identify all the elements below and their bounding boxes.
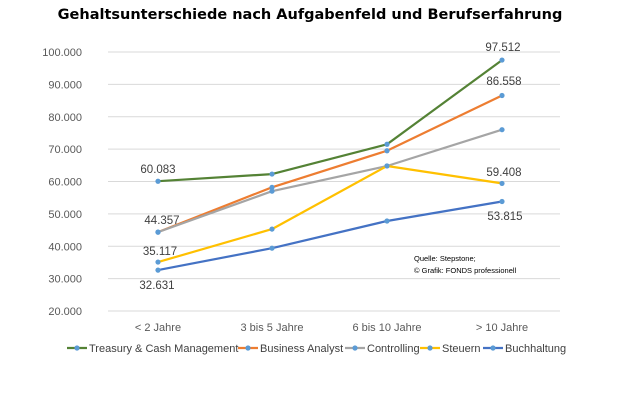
series-buchhaltung: [155, 198, 505, 273]
data-point: [155, 267, 161, 273]
data-point: [384, 163, 390, 169]
data-point: [384, 141, 390, 147]
x-tick-label: 6 bis 10 Jahre: [352, 322, 421, 334]
data-point: [269, 171, 275, 177]
legend-marker: [74, 345, 80, 351]
y-tick-label: 70.000: [48, 144, 82, 156]
data-point: [155, 178, 161, 184]
data-label: 32.631: [139, 280, 174, 292]
series-line: [157, 94, 503, 234]
grid-lines: [108, 51, 560, 312]
legend-item: Business Analyst: [238, 343, 343, 355]
series-line: [157, 164, 503, 264]
legend-item: Treasury & Cash Management: [67, 343, 238, 355]
y-tick-label: 60.000: [48, 177, 82, 189]
x-axis-ticks: < 2 Jahre 3 bis 5 Jahre 6 bis 10 Jahre > 10…: [135, 322, 528, 334]
data-label: 60.083: [140, 164, 175, 176]
x-tick-label: < 2 Jahre: [135, 322, 181, 334]
data-point: [499, 180, 505, 187]
legend-item: Steuern: [420, 343, 481, 355]
legend-item: Buchhaltung: [483, 343, 566, 355]
data-point: [384, 148, 390, 154]
y-tick-label: 90.000: [48, 79, 82, 91]
legend-marker: [427, 345, 433, 351]
data-point: [155, 259, 161, 265]
data-label: 53.815: [487, 211, 522, 223]
data-point: [499, 198, 505, 205]
series-controlling: [155, 127, 505, 235]
y-tick-label: 20.000: [48, 306, 82, 318]
y-tick-label: 80.000: [48, 112, 82, 124]
source-line-2: © Grafik: FONDS professionell: [414, 266, 517, 275]
y-tick-label: 100.000: [42, 47, 82, 59]
legend-item: Controlling: [345, 343, 420, 355]
legend-label: Buchhaltung: [505, 343, 566, 355]
data-point: [269, 245, 275, 251]
y-tick-label: 30.000: [48, 274, 82, 286]
series-treasury-cash-management: [155, 57, 505, 184]
series-lines: [155, 57, 505, 273]
series-line: [157, 59, 503, 183]
legend-label: Business Analyst: [260, 343, 343, 355]
x-tick-label: > 10 Jahre: [476, 322, 528, 334]
data-point: [499, 127, 505, 133]
data-point: [269, 184, 275, 190]
data-point: [384, 218, 390, 224]
data-label: 35.117: [143, 246, 177, 258]
data-point: [155, 229, 161, 235]
data-point: [499, 92, 505, 99]
data-point: [499, 57, 505, 63]
x-tick-label: 3 bis 5 Jahre: [241, 322, 304, 334]
legend-label: Steuern: [442, 343, 481, 355]
series-steuern: [155, 163, 505, 265]
y-axis-ticks: 20.000 30.000 40.000 50.000 60.000 70.000 80.0…: [42, 47, 82, 318]
y-tick-label: 40.000: [48, 241, 82, 253]
series-line: [157, 200, 503, 272]
data-point: [269, 226, 275, 232]
data-point: [269, 188, 275, 194]
data-label: 59.408: [486, 167, 521, 179]
data-label: 44.357: [144, 215, 179, 227]
data-label: 97.512: [485, 42, 520, 54]
legend: Treasury & Cash Management Business Analy…: [67, 343, 566, 355]
legend-label: Treasury & Cash Management: [89, 343, 238, 355]
legend-marker: [352, 345, 358, 351]
y-tick-label: 50.000: [48, 209, 82, 221]
data-label: 86.558: [486, 76, 521, 88]
legend-label: Controlling: [367, 343, 420, 355]
series-line: [157, 128, 503, 234]
data-labels: 60.083 44.357 35.117 32.631 97.512 86.558 59.4…: [139, 42, 522, 292]
chart-title: Gehaltsunterschiede nach Aufgabenfeld un…: [58, 7, 563, 23]
legend-marker: [490, 345, 496, 351]
legend-marker: [245, 345, 251, 351]
source-line-1: Quelle: Stepstone;: [414, 254, 476, 263]
